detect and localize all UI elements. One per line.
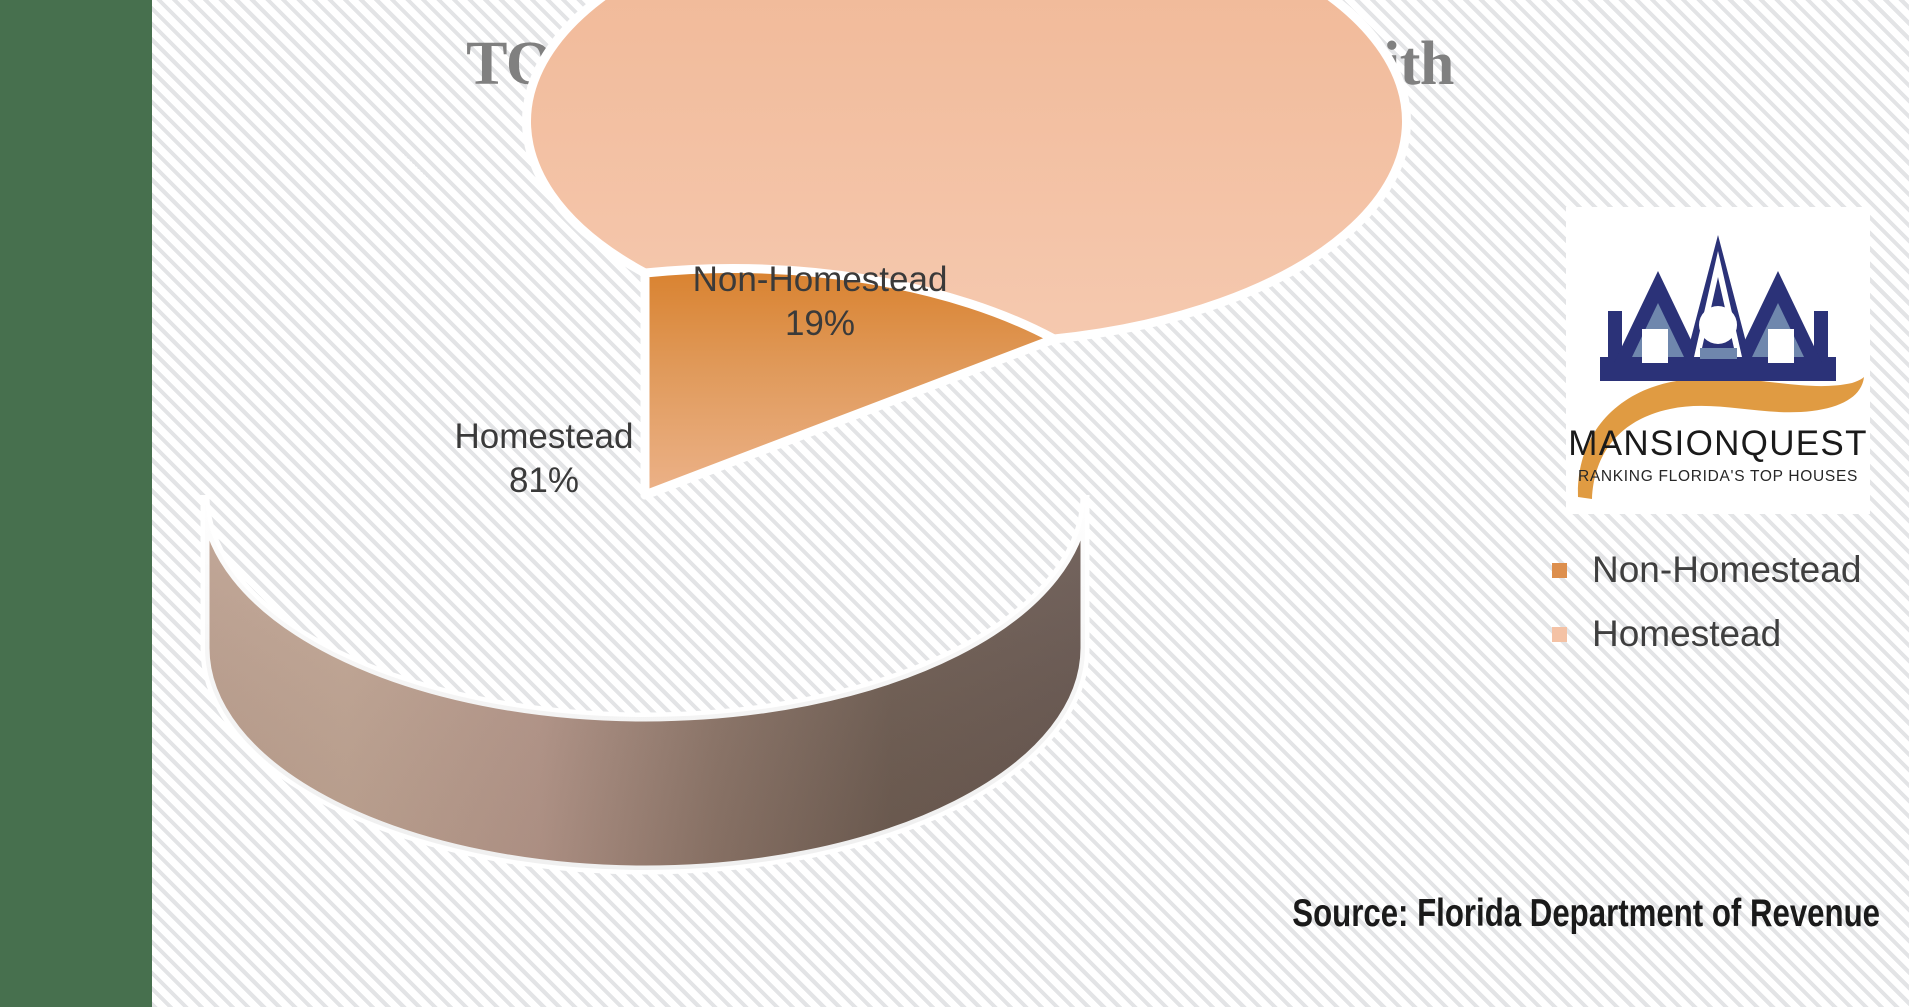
legend-swatch-homestead bbox=[1552, 626, 1567, 642]
legend-item-non-homestead[interactable]: Non-Homestead bbox=[1540, 538, 1900, 602]
logo-swoosh-icon bbox=[1577, 377, 1864, 499]
mansionquest-logo-graphic: MANSIONQUEST RANKING FLORIDA'S TOP HOUSE… bbox=[1568, 235, 1868, 499]
pie-slice-non-homestead[interactable] bbox=[640, 264, 1059, 500]
logo-mansion-icon bbox=[1600, 235, 1836, 381]
legend-label-homestead: Homestead bbox=[1592, 613, 1782, 654]
logo-wordmark: MANSIONQUEST bbox=[1568, 424, 1868, 463]
logo-tagline: RANKING FLORIDA'S TOP HOUSES bbox=[1578, 468, 1858, 485]
accent-sidebar bbox=[0, 0, 152, 1007]
pie-chart bbox=[200, 0, 1411, 875]
source-note: Source: Florida Department of Revenue bbox=[1292, 892, 1880, 935]
legend-item-homestead[interactable]: Homestead bbox=[1540, 602, 1900, 666]
legend-label-non-homestead: Non-Homestead bbox=[1592, 549, 1862, 590]
chart-legend: Non-Homestead Homestead bbox=[1540, 538, 1900, 666]
pie-3d-side bbox=[200, 494, 1090, 875]
legend-swatch-non-homestead bbox=[1552, 562, 1567, 578]
mansionquest-logo: MANSIONQUEST RANKING FLORIDA'S TOP HOUSE… bbox=[1566, 207, 1870, 514]
